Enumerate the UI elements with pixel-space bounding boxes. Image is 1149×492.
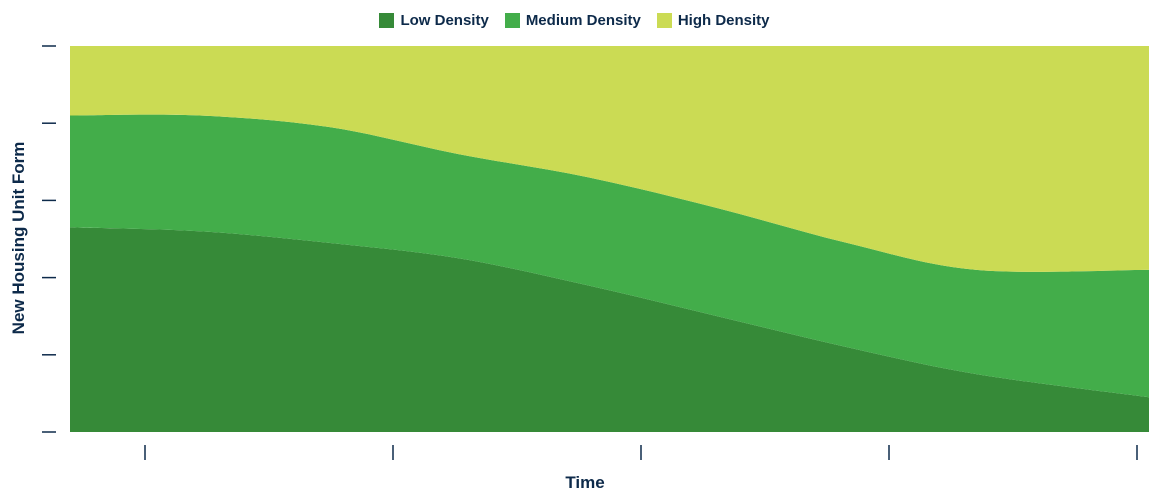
y-axis-title: New Housing Unit Form	[9, 142, 28, 335]
legend-item-medium-density: Medium Density	[504, 12, 641, 29]
legend-swatch-medium-density	[504, 13, 520, 28]
area-medium-density	[70, 114, 1149, 398]
legend-swatch-low-density	[379, 13, 395, 28]
legend-label-medium-density: Medium Density	[525, 12, 641, 29]
legend-item-high-density: High Density	[656, 12, 770, 29]
y-axis-ticks	[42, 45, 56, 433]
area-low-density	[70, 227, 1149, 432]
x-axis-ticks	[144, 445, 1138, 460]
legend-label-low-density: Low Density	[400, 12, 489, 29]
x-axis-title: Time	[565, 473, 604, 492]
legend-swatch-high-density	[656, 13, 672, 28]
area-high-density	[70, 46, 1149, 272]
legend-item-low-density: Low Density	[379, 12, 489, 29]
chart-legend: Low Density Medium Density High Density	[0, 12, 1149, 29]
legend-label-high-density: High Density	[677, 12, 770, 29]
chart-areas	[70, 46, 1149, 432]
